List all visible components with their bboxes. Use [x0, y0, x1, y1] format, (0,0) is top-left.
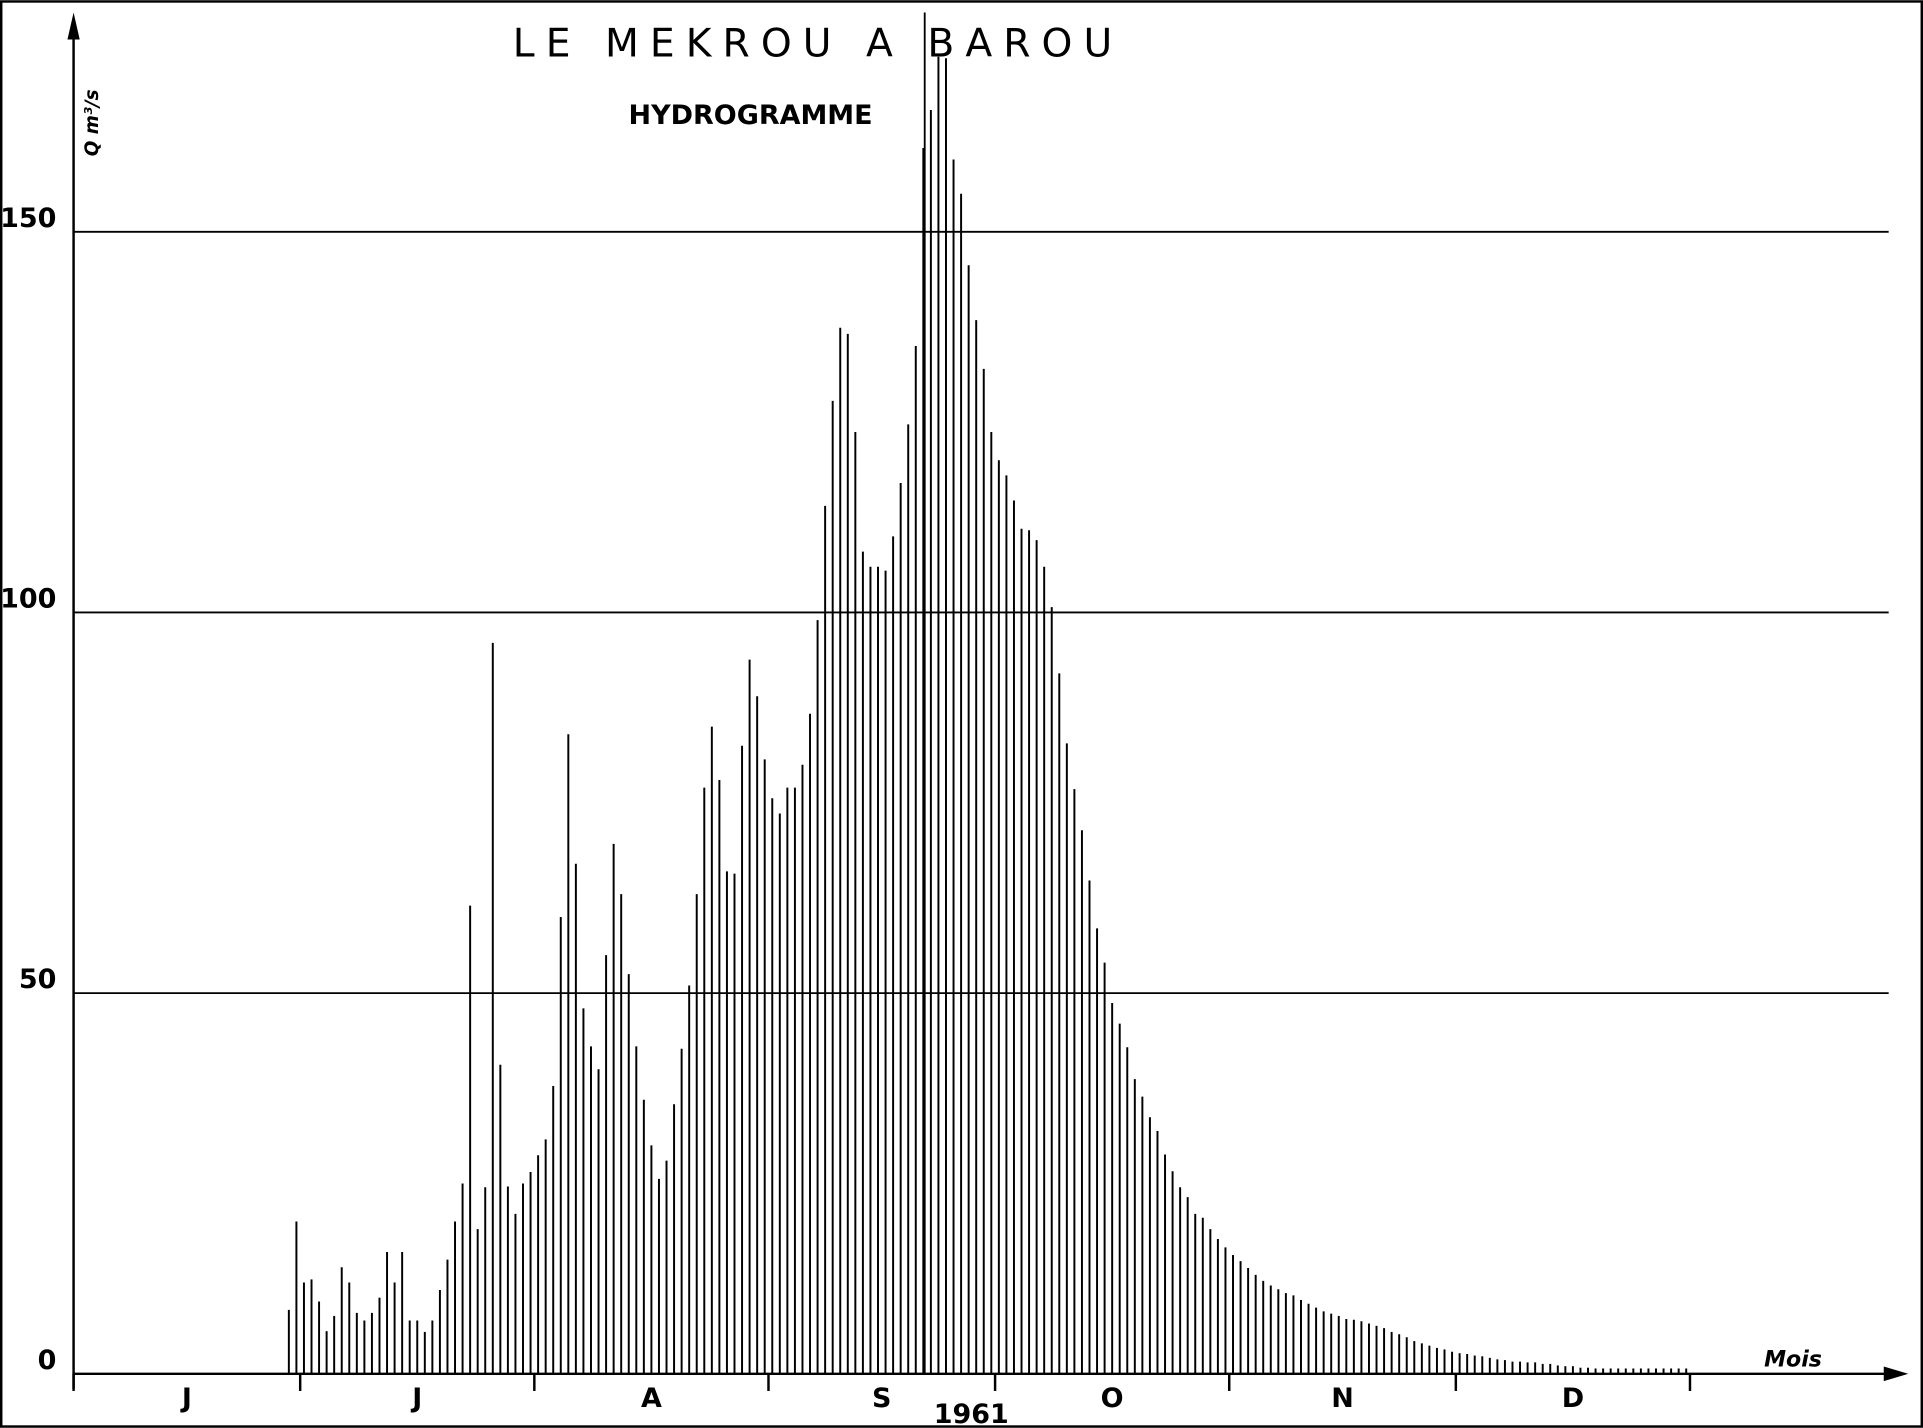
y-axis-arrow: [67, 12, 80, 40]
y-tick-label: 0: [38, 1345, 57, 1376]
chart-subtitle: HYDROGRAMME: [629, 100, 873, 131]
x-tick-label: J: [410, 1383, 422, 1414]
year-label: 1961: [934, 1399, 1009, 1428]
y-tick-label: 50: [19, 964, 57, 995]
x-axis-label: Mois: [1764, 1347, 1822, 1372]
x-tick-label: A: [641, 1383, 662, 1414]
x-tick-label: S: [872, 1383, 891, 1414]
y-tick-label: 100: [0, 584, 56, 615]
x-tick-label: O: [1101, 1383, 1124, 1414]
x-tick-label: D: [1562, 1383, 1584, 1414]
chart-title: LE MEKROU A BAROU: [513, 22, 1123, 67]
y-tick-label: 150: [0, 203, 56, 234]
y-axis-label: Q m³/s: [82, 89, 103, 156]
x-tick-label: J: [180, 1383, 192, 1414]
x-tick-label: N: [1331, 1383, 1354, 1414]
x-axis-arrow: [1883, 1366, 1909, 1382]
